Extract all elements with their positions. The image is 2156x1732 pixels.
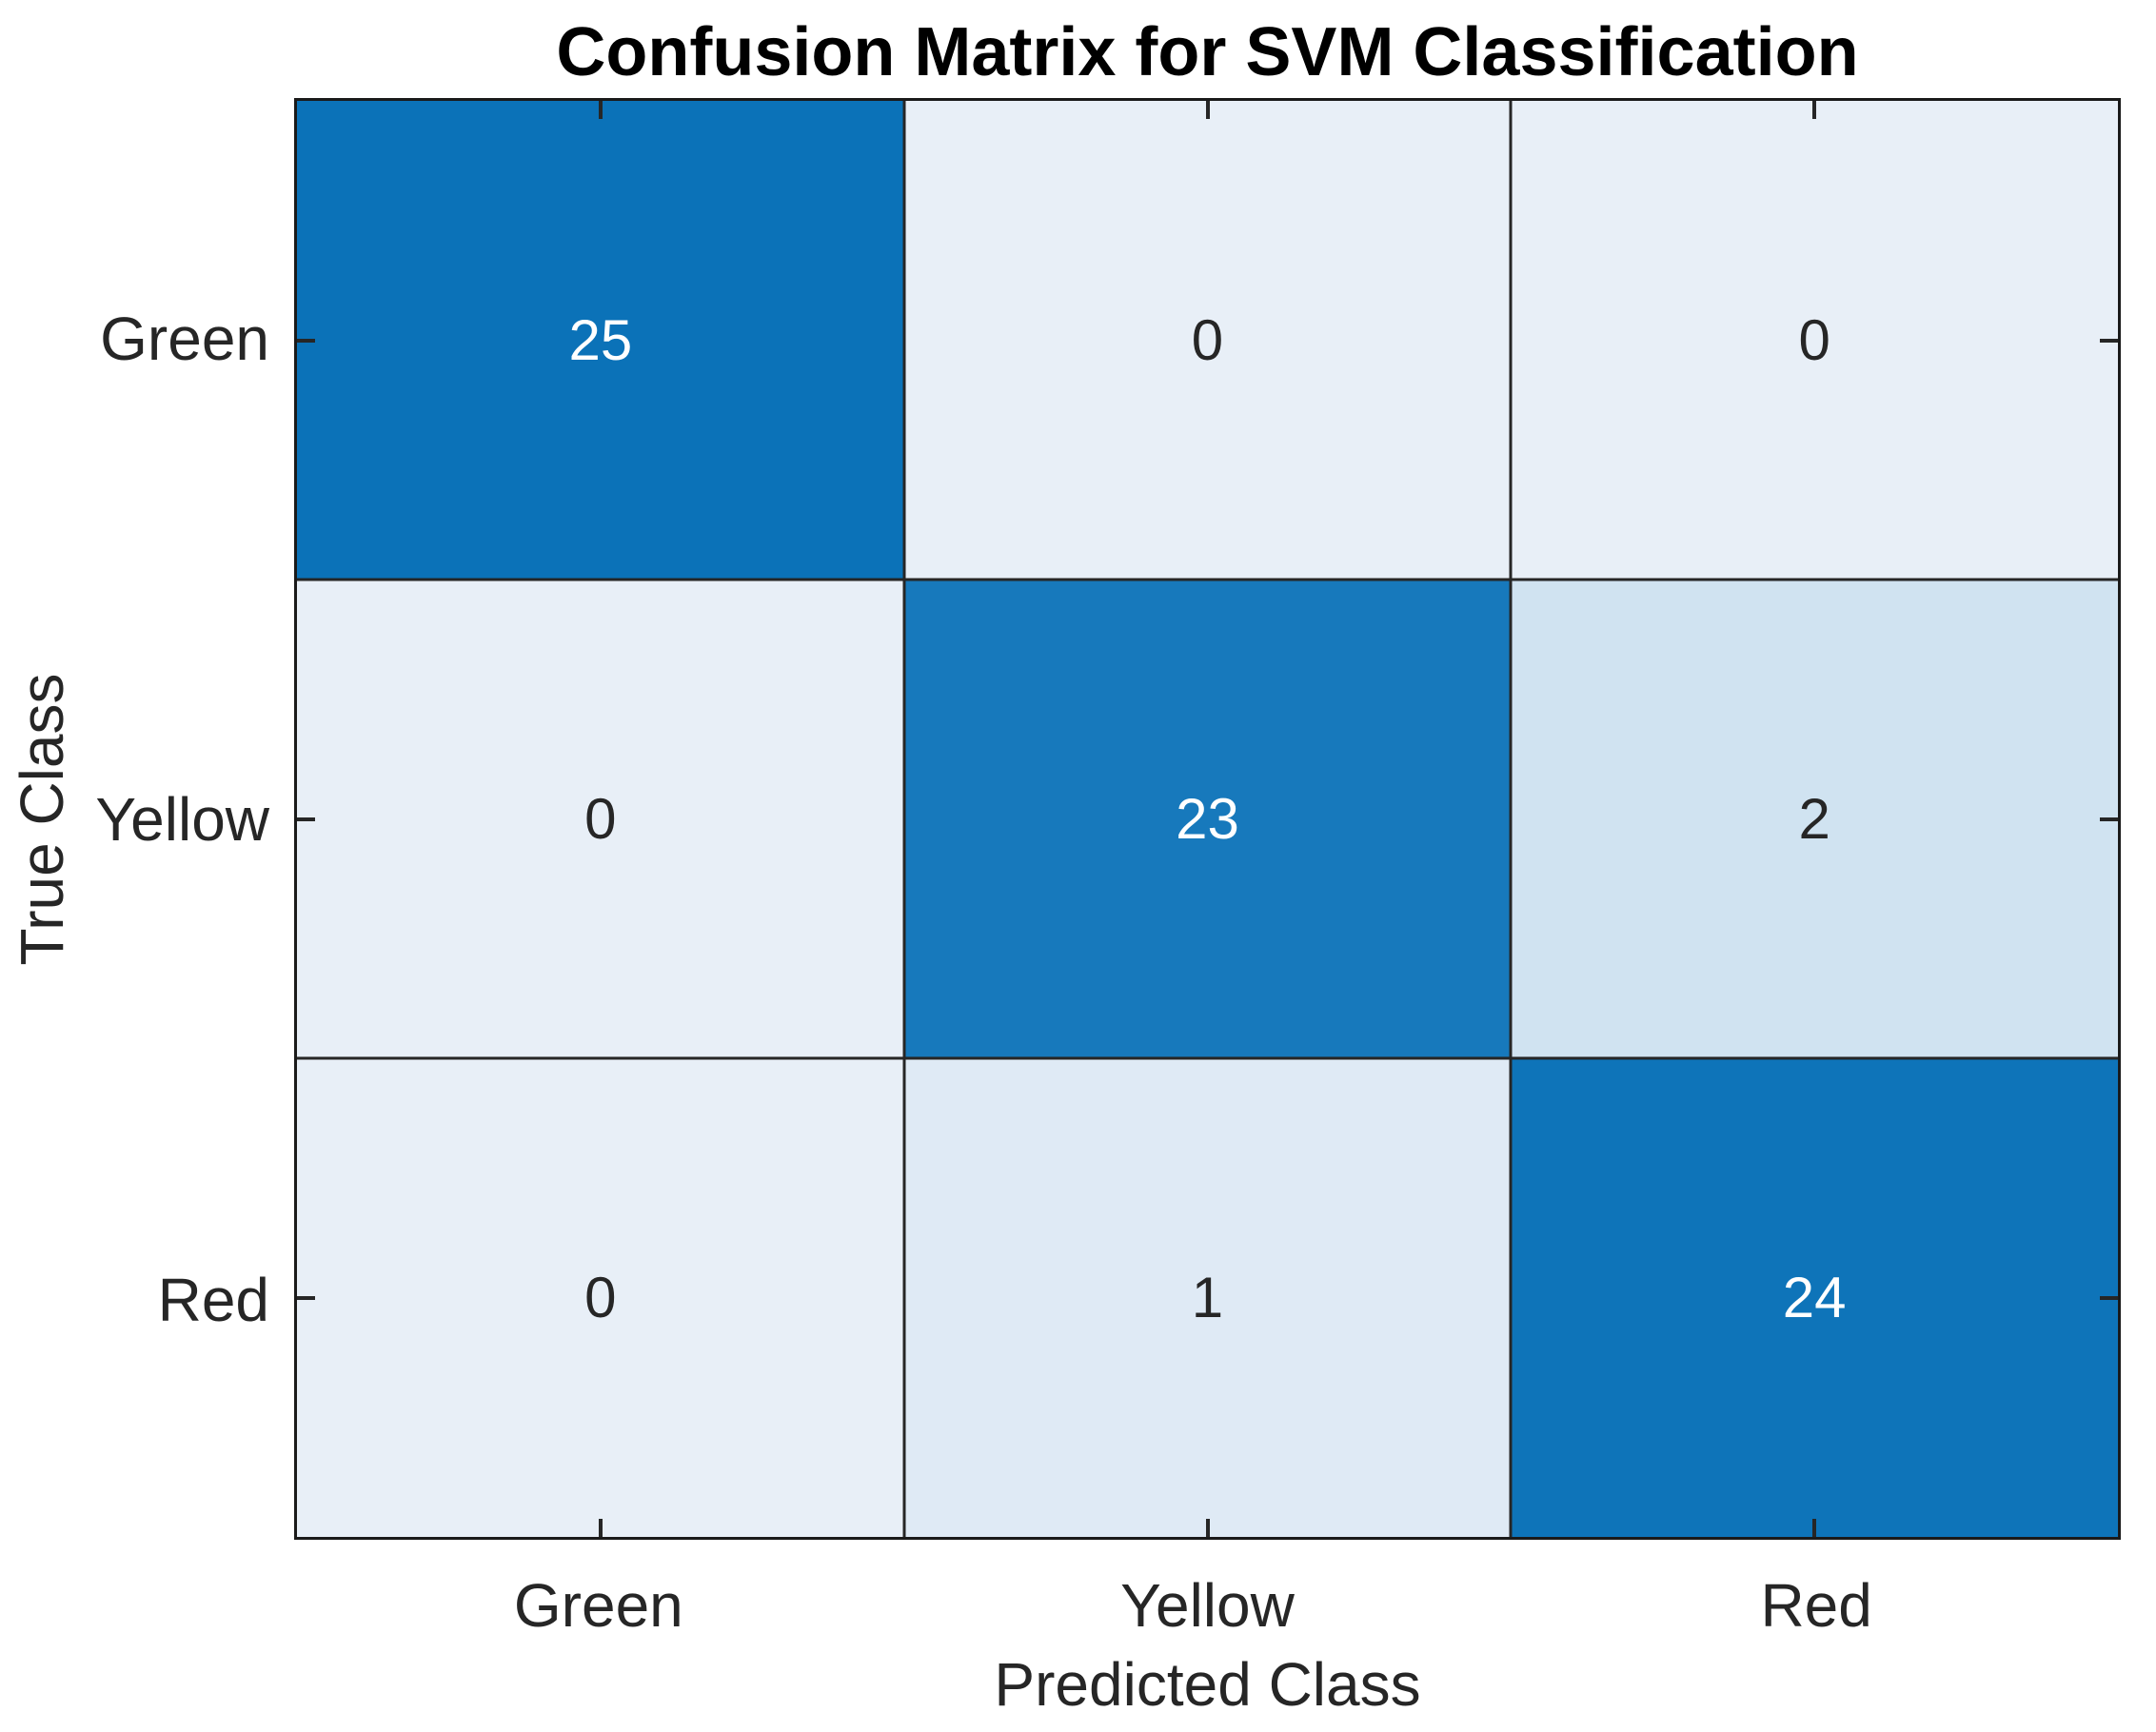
- y-tick-label-red: Red: [157, 1265, 269, 1334]
- grid-line-horizontal: [297, 1056, 2118, 1060]
- matrix-cell-green-green: 25: [297, 101, 904, 580]
- cell-value: 1: [1191, 1266, 1224, 1329]
- axis-tick-mark: [598, 101, 603, 119]
- axis-tick-mark: [1205, 1519, 1210, 1537]
- axis-tick-mark: [598, 1519, 603, 1537]
- matrix-cell-green-red: 0: [1511, 101, 2118, 580]
- matrix-cell-red-green: 0: [297, 1058, 904, 1537]
- grid-line-horizontal: [297, 578, 2118, 581]
- axis-tick-mark: [297, 338, 315, 343]
- x-axis-title: Predicted Class: [994, 1650, 1421, 1719]
- matrix-cell-yellow-yellow: 23: [903, 580, 1512, 1058]
- x-axis-tick-labels: Green Yellow Red: [294, 1570, 2121, 1640]
- x-tick-label-yellow: Yellow: [1120, 1571, 1295, 1640]
- cell-value: 0: [584, 787, 617, 851]
- x-tick-label-red: Red: [1760, 1571, 1872, 1640]
- y-tick-label-yellow: Yellow: [95, 784, 269, 854]
- axis-tick-mark: [1205, 101, 1210, 119]
- axis-tick-mark: [2100, 338, 2118, 343]
- cell-value: 0: [584, 1266, 617, 1329]
- axis-tick-mark: [297, 1295, 315, 1300]
- matrix-cell-red-yellow: 1: [903, 1058, 1512, 1537]
- axis-tick-mark: [2100, 1295, 2118, 1300]
- cell-value: 25: [568, 308, 633, 372]
- axis-tick-mark: [2100, 817, 2118, 821]
- matrix-cell-green-yellow: 0: [903, 101, 1512, 580]
- cell-value: 2: [1798, 787, 1830, 851]
- x-tick-label-green: Green: [513, 1571, 683, 1640]
- matrix-cell-red-red: 24: [1511, 1058, 2118, 1537]
- matrix-cell-yellow-green: 0: [297, 580, 904, 1058]
- cell-value: 23: [1176, 787, 1239, 851]
- y-tick-label-green: Green: [100, 304, 269, 373]
- matrix-cells-container: 25 0 0 0 23 2 0 1 24: [297, 101, 2118, 1537]
- confusion-matrix-plot: 25 0 0 0 23 2 0 1 24: [294, 98, 2121, 1540]
- chart-title: Confusion Matrix for SVM Classification: [556, 14, 1859, 90]
- axis-tick-mark: [1812, 1519, 1817, 1537]
- grid-line-vertical: [1509, 101, 1513, 1537]
- matrix-cell-yellow-red: 2: [1511, 580, 2118, 1058]
- axis-tick-mark: [1812, 101, 1817, 119]
- cell-value: 24: [1782, 1266, 1847, 1329]
- cell-value: 0: [1798, 308, 1830, 372]
- grid-line-vertical: [902, 101, 906, 1537]
- cell-value: 0: [1191, 308, 1224, 372]
- y-axis-tick-labels: Green Yellow Red: [0, 98, 269, 1540]
- y-axis-title: True Class: [8, 673, 76, 966]
- axis-tick-mark: [297, 817, 315, 821]
